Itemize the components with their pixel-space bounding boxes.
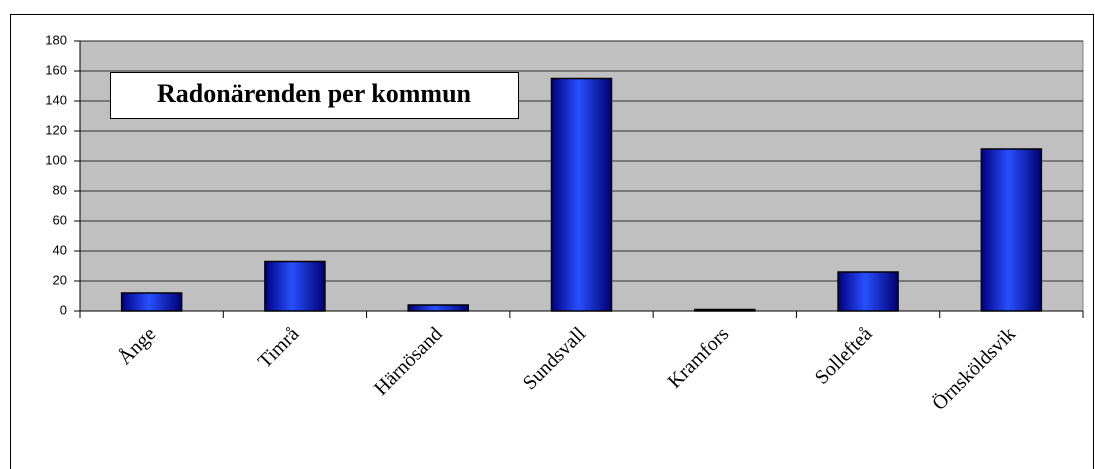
y-tick-label: 140 xyxy=(45,92,67,107)
y-tick-label: 0 xyxy=(60,302,67,317)
bar xyxy=(980,148,1043,312)
bar xyxy=(694,308,756,312)
y-tick-label: 60 xyxy=(53,212,67,227)
y-tick-label: 20 xyxy=(53,272,67,287)
bar xyxy=(837,271,899,312)
y-tick-label: 40 xyxy=(53,242,67,257)
title-box xyxy=(110,72,519,119)
bar xyxy=(407,304,469,312)
y-tick-label: 100 xyxy=(45,152,67,167)
y-tick-label: 120 xyxy=(45,122,67,137)
y-tick-label: 160 xyxy=(45,62,67,77)
bar xyxy=(264,260,326,312)
bar xyxy=(550,77,613,312)
y-tick-label: 180 xyxy=(45,32,67,47)
bar xyxy=(120,292,183,312)
y-tick-label: 80 xyxy=(53,182,67,197)
chart-title: Radonärenden per kommun xyxy=(157,79,472,108)
